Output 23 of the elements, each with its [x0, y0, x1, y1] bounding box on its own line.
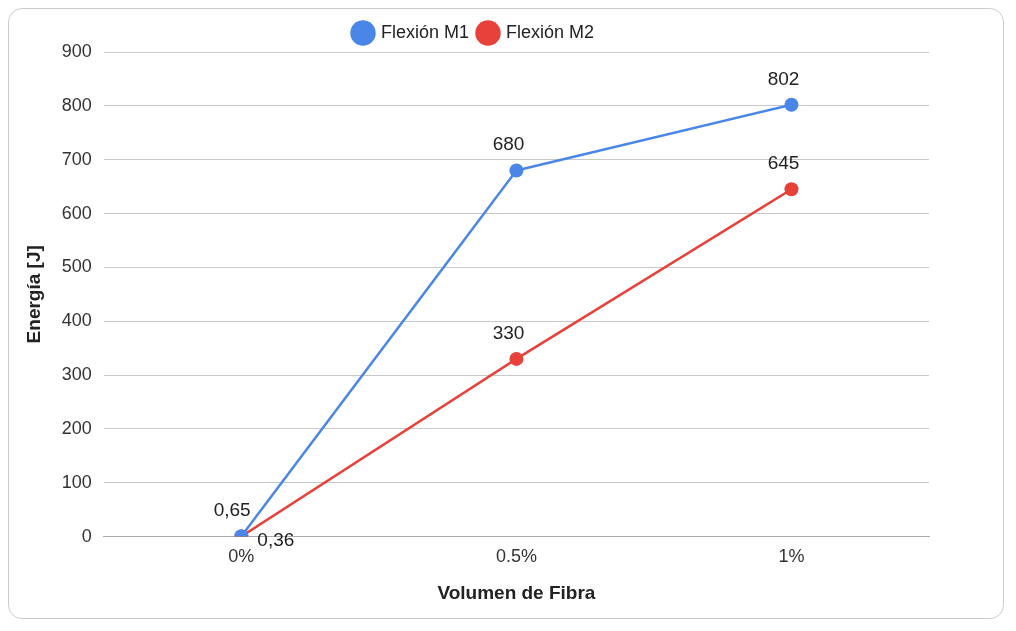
legend-label: Flexión M2 [506, 21, 595, 42]
data-label: 645 [767, 152, 800, 174]
y-tick-label: 700 [61, 148, 92, 169]
x-tick-label: 0% [228, 546, 255, 567]
x-tick-label: 1% [778, 546, 805, 567]
y-tick-label: 200 [61, 417, 92, 438]
y-tick-label: 900 [61, 40, 92, 61]
y-axis-title: Energía [J] [22, 245, 44, 344]
y-tick-label: 500 [61, 256, 92, 277]
y-tick-label: 0 [81, 525, 92, 546]
y-tick-label: 600 [61, 202, 92, 223]
x-axis-title: Volumen de Fibra [437, 581, 596, 603]
data-label: 802 [767, 67, 800, 89]
x-tick-label: 0.5% [495, 546, 537, 567]
y-tick-label: 300 [61, 364, 92, 385]
legend-label: Flexión M1 [380, 21, 469, 42]
y-tick-label: 100 [61, 471, 92, 492]
y-tick-label: 800 [61, 94, 92, 115]
y-tick-label: 400 [61, 310, 92, 331]
data-label: 330 [492, 321, 525, 343]
data-label: 680 [492, 133, 525, 155]
data-label: 0,65 [213, 498, 251, 520]
data-label: 0,36 [257, 529, 295, 551]
